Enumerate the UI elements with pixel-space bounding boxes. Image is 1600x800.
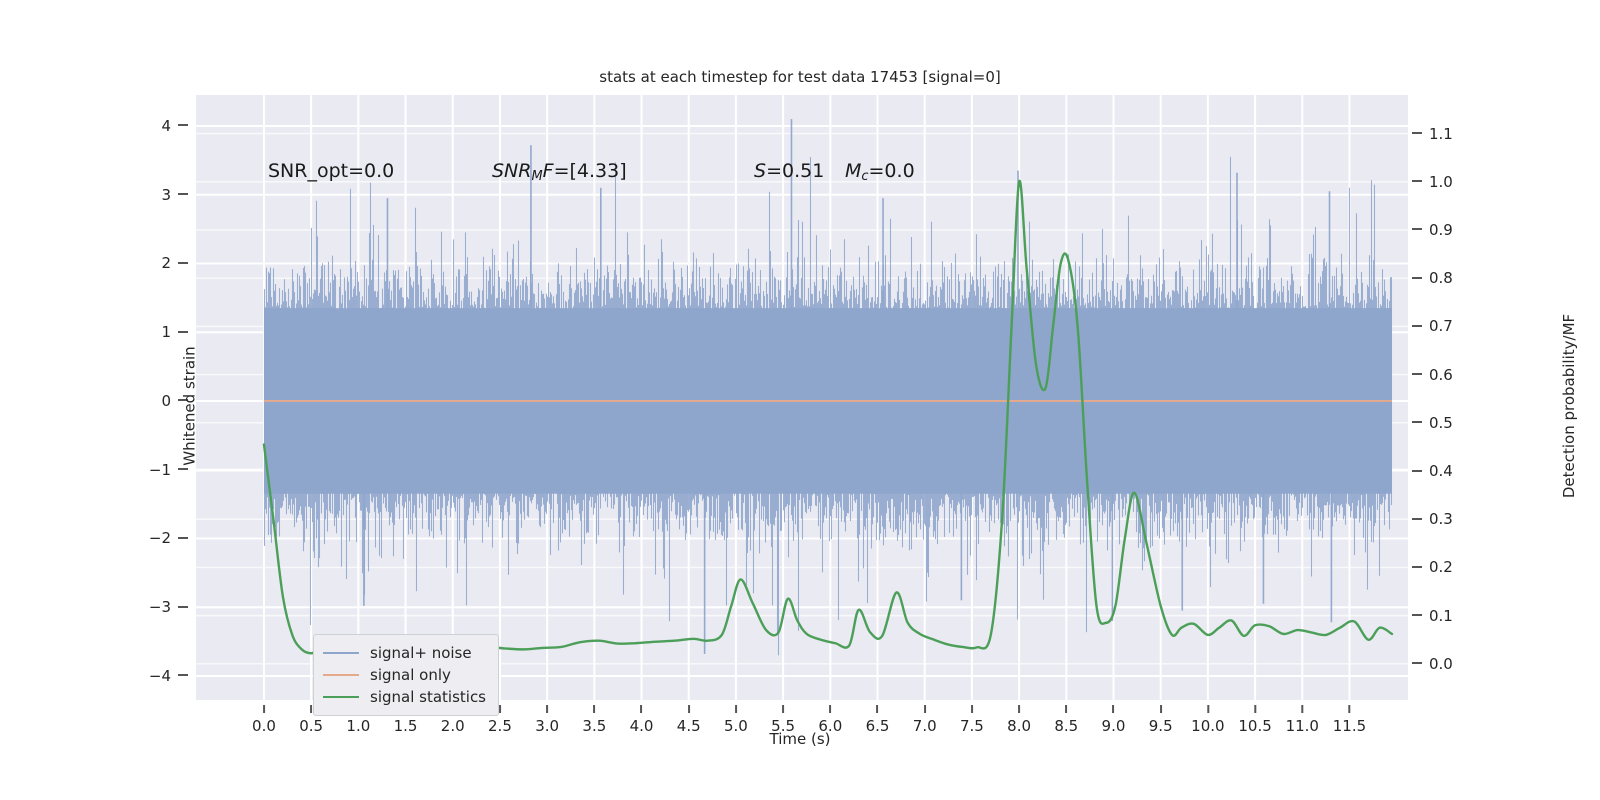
- x-tick: 5.0: [724, 705, 748, 735]
- y-tick-left: −3: [149, 598, 188, 616]
- y-tick-left: 4: [161, 117, 188, 135]
- x-tick: 5.5: [771, 705, 795, 735]
- y-tick-left: 1: [161, 323, 188, 341]
- legend-item: signal+ noise: [323, 642, 486, 664]
- x-tick: 10.5: [1238, 705, 1272, 735]
- x-tick: 4.5: [677, 705, 701, 735]
- legend-item: signal statistics: [323, 686, 486, 708]
- y-axis-label-right: Detection probability/MF: [1560, 313, 1579, 499]
- y-tick-right: 1.0: [1412, 173, 1453, 191]
- x-tick: 4.0: [630, 705, 653, 735]
- x-tick: 3.5: [582, 705, 606, 735]
- x-tick: 9.0: [1102, 705, 1125, 735]
- x-tick: 9.5: [1149, 705, 1173, 735]
- y-tick-right: 0.2: [1412, 558, 1453, 576]
- legend-swatch-signal-statistics: [323, 696, 359, 698]
- plot-legend: signal+ noise signal only signal statist…: [313, 634, 500, 716]
- x-tick: 0.5: [299, 705, 323, 735]
- y-tick-right: 1.1: [1412, 125, 1453, 143]
- y-tick-left: −2: [149, 529, 188, 547]
- plot-title: stats at each timestep for test data 174…: [599, 68, 1001, 86]
- x-tick: 11.5: [1333, 705, 1366, 735]
- y-tick-left: −1: [149, 461, 188, 479]
- y-tick-left: 3: [161, 186, 188, 204]
- y-tick-right: 0.6: [1412, 366, 1453, 384]
- x-tick: 6.5: [866, 705, 889, 735]
- x-tick: 3.0: [535, 705, 559, 735]
- legend-item: signal only: [323, 664, 486, 686]
- y-tick-right: 0.8: [1412, 269, 1453, 287]
- x-tick: 0.0: [252, 705, 276, 735]
- y-tick-left: −4: [149, 667, 188, 685]
- x-tick: 7.0: [913, 705, 937, 735]
- y-tick-right: 0.0: [1412, 655, 1453, 673]
- x-tick: 10.0: [1191, 705, 1225, 735]
- y-tick-right: 0.1: [1412, 607, 1453, 625]
- annotation-snr-opt: SNR_opt=0.0: [268, 160, 395, 182]
- y-tick-right: 0.3: [1412, 510, 1453, 528]
- x-tick: 8.5: [1054, 705, 1078, 735]
- annotation-mc-value: Mc=0.0: [845, 160, 915, 185]
- x-tick: 2.5: [488, 705, 512, 735]
- y-tick-right: 0.4: [1412, 462, 1453, 480]
- plot-axes-area: [196, 95, 1408, 700]
- data-layer: [262, 119, 1394, 656]
- y-tick-right: 0.9: [1412, 221, 1453, 239]
- x-axis-label: Time (s): [769, 730, 831, 748]
- annotation-snr-mf: SNRMF=[4.33]: [492, 160, 627, 185]
- y-tick-right: 0.5: [1412, 414, 1453, 432]
- x-tick: 8.0: [1007, 705, 1031, 735]
- y-tick-left: 0: [161, 392, 188, 410]
- legend-label: signal+ noise: [370, 644, 472, 662]
- y-tick-left: 2: [161, 254, 188, 272]
- legend-label: signal only: [370, 666, 451, 684]
- legend-label: signal statistics: [370, 688, 487, 706]
- y-tick-right: 0.7: [1412, 317, 1453, 335]
- y-axis-label-left: Whitened strain: [180, 346, 199, 466]
- legend-swatch-signal-only: [323, 674, 359, 676]
- legend-swatch-signal-noise: [323, 652, 359, 654]
- annotation-s-value: S=0.51: [754, 160, 825, 182]
- x-tick: 11.0: [1286, 705, 1319, 735]
- x-tick: 6.0: [818, 705, 842, 735]
- x-tick: 7.5: [960, 705, 984, 735]
